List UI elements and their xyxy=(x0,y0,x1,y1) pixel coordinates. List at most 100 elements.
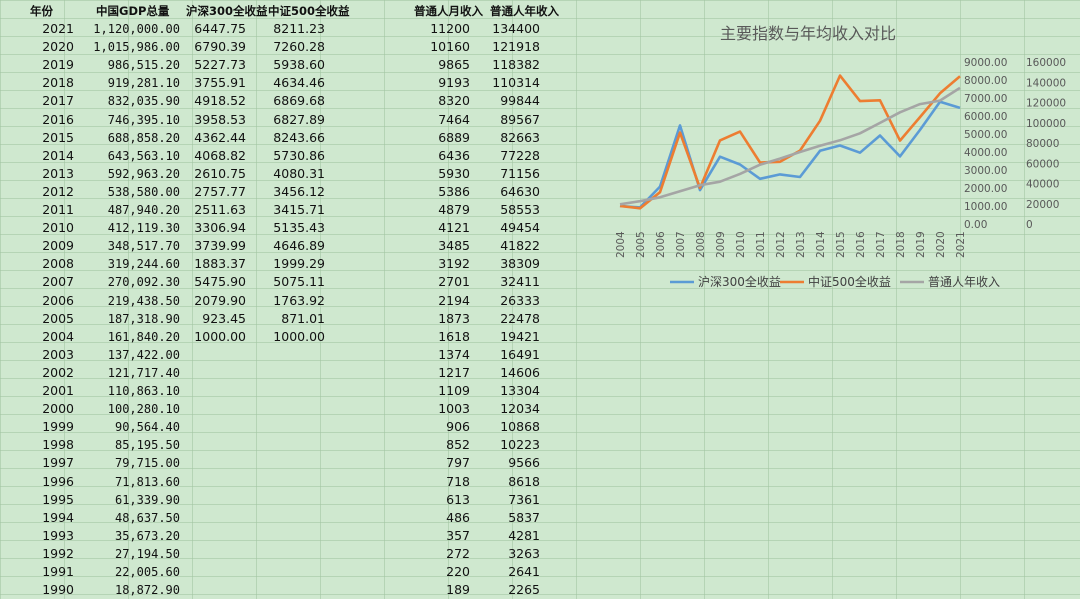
cell-year[interactable]: 2007 xyxy=(42,274,74,290)
cell-monthly[interactable]: 10160 xyxy=(430,39,470,55)
cell-year[interactable]: 2015 xyxy=(42,129,74,145)
cell-zz500[interactable]: 8243.66 xyxy=(273,129,325,145)
cell-annual[interactable]: 38309 xyxy=(500,256,540,272)
cell-hs300[interactable]: 4918.52 xyxy=(194,93,246,109)
cell-zz500[interactable]: 3415.71 xyxy=(273,202,325,217)
cell-year[interactable]: 2003 xyxy=(42,346,74,362)
cell-year[interactable]: 2008 xyxy=(42,256,74,272)
cell-monthly[interactable]: 4879 xyxy=(438,202,470,217)
cell-annual[interactable]: 58553 xyxy=(500,202,540,217)
cell-gdp[interactable]: 161,840.20 xyxy=(107,329,180,344)
cell-monthly[interactable]: 11200 xyxy=(430,21,470,36)
cell-hs300[interactable]: 6790.39 xyxy=(194,39,246,55)
cell-year[interactable]: 2014 xyxy=(42,147,74,163)
cell-hs300[interactable]: 4068.82 xyxy=(194,147,246,163)
cell-gdp[interactable]: 412,119.30 xyxy=(107,221,180,236)
cell-gdp[interactable]: 100,280.10 xyxy=(107,402,180,417)
cell-year[interactable]: 2006 xyxy=(42,292,74,308)
cell-hs300[interactable] xyxy=(186,418,246,436)
cell-hs300[interactable] xyxy=(186,454,246,472)
cell-gdp[interactable]: 1,120,000.00 xyxy=(93,22,180,36)
cell-annual[interactable]: 2265 xyxy=(508,582,540,598)
cell-annual[interactable]: 4281 xyxy=(508,527,540,543)
cell-monthly[interactable]: 1374 xyxy=(438,346,470,362)
cell-hs300[interactable]: 3755.91 xyxy=(194,75,246,91)
cell-annual[interactable]: 8618 xyxy=(508,473,540,489)
cell-gdp[interactable]: 61,339.90 xyxy=(114,492,180,507)
cell-zz500[interactable] xyxy=(270,364,325,382)
cell-gdp[interactable]: 110,863.10 xyxy=(107,384,180,398)
cell-monthly[interactable]: 1003 xyxy=(438,401,470,417)
cell-annual[interactable]: 12034 xyxy=(500,401,540,417)
cell-annual[interactable]: 10868 xyxy=(500,419,540,435)
cell-monthly[interactable]: 9865 xyxy=(438,57,470,73)
cell-monthly[interactable]: 357 xyxy=(446,527,470,543)
cell-monthly[interactable]: 220 xyxy=(446,564,470,579)
cell-gdp[interactable]: 986,515.20 xyxy=(107,58,180,73)
cell-monthly[interactable]: 906 xyxy=(446,419,470,435)
cell-monthly[interactable]: 613 xyxy=(446,491,470,507)
cell-hs300[interactable]: 3306.94 xyxy=(194,220,246,236)
cell-zz500[interactable]: 4080.31 xyxy=(273,165,325,181)
cell-annual[interactable]: 26333 xyxy=(500,292,540,308)
cell-zz500[interactable]: 1999.29 xyxy=(273,256,325,272)
cell-gdp[interactable]: 35,673.20 xyxy=(114,528,180,543)
cell-year[interactable]: 1995 xyxy=(42,491,74,507)
cell-hs300[interactable] xyxy=(186,400,246,418)
cell-annual[interactable]: 82663 xyxy=(500,129,540,145)
cell-monthly[interactable]: 852 xyxy=(446,437,470,453)
cell-annual[interactable]: 9566 xyxy=(508,455,540,471)
cell-annual[interactable]: 110314 xyxy=(492,75,540,91)
cell-gdp[interactable]: 538,580.00 xyxy=(107,184,180,199)
cell-monthly[interactable]: 1618 xyxy=(438,328,470,344)
cell-year[interactable]: 1991 xyxy=(42,564,74,579)
cell-annual[interactable]: 14606 xyxy=(500,364,540,380)
cell-zz500[interactable] xyxy=(270,581,325,599)
cell-gdp[interactable]: 48,637.50 xyxy=(114,510,180,525)
cell-year[interactable]: 2020 xyxy=(42,39,74,55)
header-year[interactable]: 年份 xyxy=(30,4,53,18)
cell-annual[interactable]: 41822 xyxy=(500,238,540,254)
cell-monthly[interactable]: 4121 xyxy=(438,220,470,236)
cell-gdp[interactable]: 270,092.30 xyxy=(107,275,180,290)
cell-year[interactable]: 2018 xyxy=(42,75,74,91)
cell-year[interactable]: 2013 xyxy=(42,165,74,181)
cell-year[interactable]: 2019 xyxy=(42,57,74,73)
cell-year[interactable]: 1998 xyxy=(42,437,74,453)
cell-hs300[interactable] xyxy=(186,436,246,454)
cell-zz500[interactable]: 7260.28 xyxy=(273,39,325,55)
cell-annual[interactable]: 10223 xyxy=(500,437,540,453)
cell-zz500[interactable] xyxy=(270,418,325,436)
cell-annual[interactable]: 121918 xyxy=(492,39,540,55)
cell-monthly[interactable]: 6436 xyxy=(438,147,470,163)
cell-zz500[interactable] xyxy=(270,382,325,400)
cell-gdp[interactable]: 79,715.00 xyxy=(114,456,180,471)
cell-monthly[interactable]: 8320 xyxy=(438,93,470,109)
cell-monthly[interactable]: 3192 xyxy=(438,256,470,272)
cell-annual[interactable]: 71156 xyxy=(500,165,540,181)
cell-year[interactable]: 1996 xyxy=(42,473,74,489)
cell-year[interactable]: 2001 xyxy=(42,383,74,398)
cell-gdp[interactable]: 18,872.90 xyxy=(114,583,180,598)
cell-monthly[interactable]: 1109 xyxy=(438,383,470,398)
cell-hs300[interactable] xyxy=(186,581,246,599)
cell-monthly[interactable]: 2194 xyxy=(438,292,470,308)
header-annual-income[interactable]: 普通人年收入 xyxy=(490,4,559,18)
cell-year[interactable]: 2010 xyxy=(42,220,74,236)
header-monthly-income[interactable]: 普通人月收入 xyxy=(414,4,483,18)
cell-monthly[interactable]: 797 xyxy=(446,455,470,471)
cell-zz500[interactable] xyxy=(270,509,325,527)
cell-zz500[interactable] xyxy=(270,436,325,454)
cell-monthly[interactable]: 9193 xyxy=(438,75,470,91)
cell-gdp[interactable]: 219,438.50 xyxy=(107,293,180,308)
cell-gdp[interactable]: 22,005.60 xyxy=(114,565,180,579)
cell-hs300[interactable]: 2757.77 xyxy=(194,183,246,199)
cell-gdp[interactable]: 319,244.60 xyxy=(107,257,180,272)
cell-zz500[interactable]: 5075.11 xyxy=(273,274,325,290)
cell-zz500[interactable] xyxy=(270,563,325,581)
cell-annual[interactable]: 99844 xyxy=(500,93,540,109)
cell-year[interactable]: 2016 xyxy=(42,111,74,127)
cell-hs300[interactable] xyxy=(186,527,246,545)
cell-zz500[interactable]: 5938.60 xyxy=(273,57,325,73)
cell-year[interactable]: 1993 xyxy=(42,527,74,543)
